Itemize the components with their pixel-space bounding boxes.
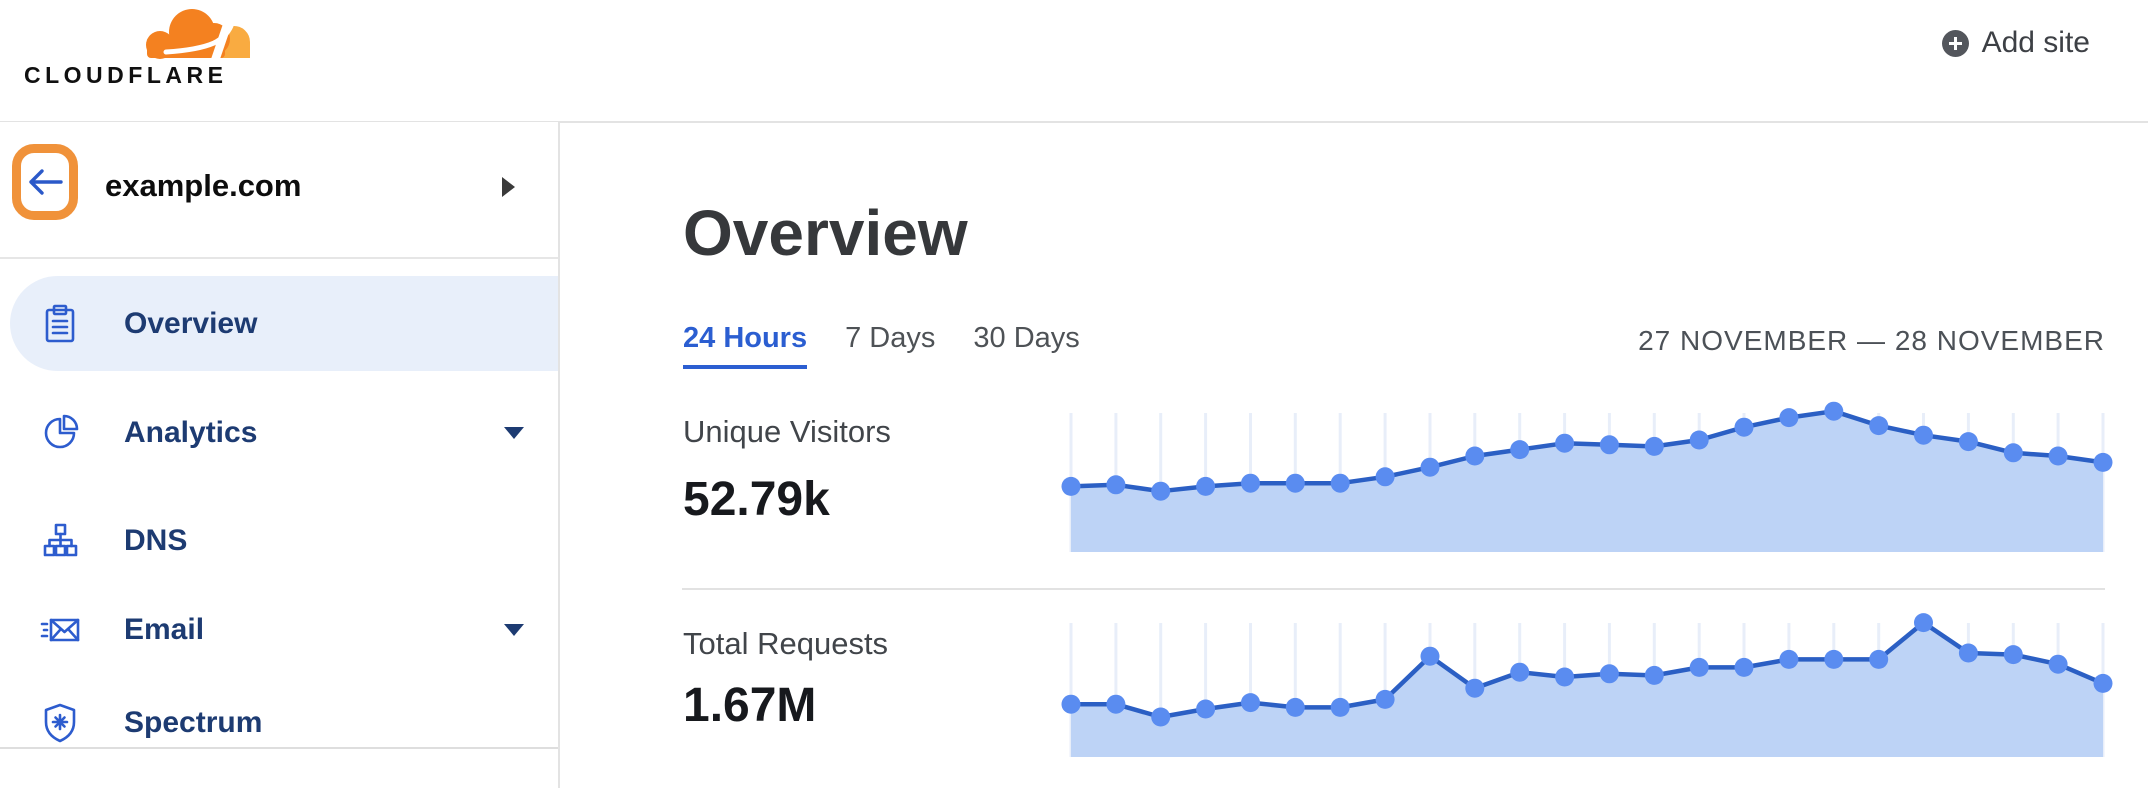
sidebar-item-analytics[interactable]: Analytics — [10, 385, 558, 480]
date-range-label: 27 NOVEMBER — 28 NOVEMBER — [1638, 325, 2105, 356]
back-arrow-icon[interactable] — [26, 167, 64, 197]
page-title: Overview — [683, 197, 968, 269]
time-range-tabs: 24 Hours 7 Days 30 Days — [683, 322, 1080, 369]
sidebar-divider — [0, 747, 558, 749]
cloudflare-cloud-icon — [146, 9, 251, 62]
tab-7-days[interactable]: 7 Days — [845, 322, 936, 354]
sidebar-item-overview[interactable]: Overview — [10, 276, 558, 371]
sidebar-item-label: DNS — [124, 523, 188, 557]
sidebar-item-label: Overview — [124, 306, 258, 340]
site-selector-row[interactable]: example.com — [0, 122, 558, 259]
metric-value-total-requests: 1.67M — [683, 679, 817, 732]
pie-chart-icon — [40, 413, 80, 453]
tab-24-hours[interactable]: 24 Hours — [683, 322, 808, 369]
metric-value-unique-visitors: 52.79k — [683, 473, 830, 526]
clipboard-icon — [40, 304, 80, 344]
plus-icon — [1941, 29, 1969, 57]
unique-visitors-chart[interactable] — [1061, 392, 2113, 552]
sidebar-item-email[interactable]: Email — [10, 582, 558, 677]
sidebar-item-label: Analytics — [124, 415, 258, 449]
total-requests-chart[interactable] — [1061, 597, 2113, 757]
chevron-down-icon — [504, 426, 524, 439]
site-name: example.com — [105, 168, 302, 203]
top-bar: CLOUDFLARE Add site — [0, 0, 2148, 123]
metric-label-unique-visitors: Unique Visitors — [683, 414, 891, 449]
add-site-label: Add site — [1981, 26, 2090, 59]
cloudflare-logo[interactable]: CLOUDFLARE — [24, 0, 264, 96]
shield-icon — [40, 703, 80, 743]
sidebar-item-spectrum[interactable]: Spectrum — [10, 675, 558, 770]
cloudflare-wordmark: CLOUDFLARE — [24, 62, 228, 88]
sidebar-item-label: Email — [124, 612, 205, 646]
add-site-button[interactable]: Add site — [1941, 26, 2090, 60]
tab-30-days[interactable]: 30 Days — [973, 322, 1080, 354]
network-icon — [40, 521, 80, 561]
sidebar-border — [558, 122, 560, 788]
highlight-ring — [12, 144, 78, 220]
sidebar-item-label: Spectrum — [124, 705, 263, 739]
chevron-right-icon — [502, 177, 515, 197]
email-icon — [40, 610, 80, 650]
metric-label-total-requests: Total Requests — [683, 626, 889, 661]
sidebar-item-dns[interactable]: DNS — [10, 493, 558, 588]
metric-row-divider — [682, 588, 2105, 590]
sidebar: example.com Overview Analytics — [0, 122, 558, 788]
chevron-down-icon — [504, 623, 524, 636]
top-bar-border — [0, 121, 2148, 123]
